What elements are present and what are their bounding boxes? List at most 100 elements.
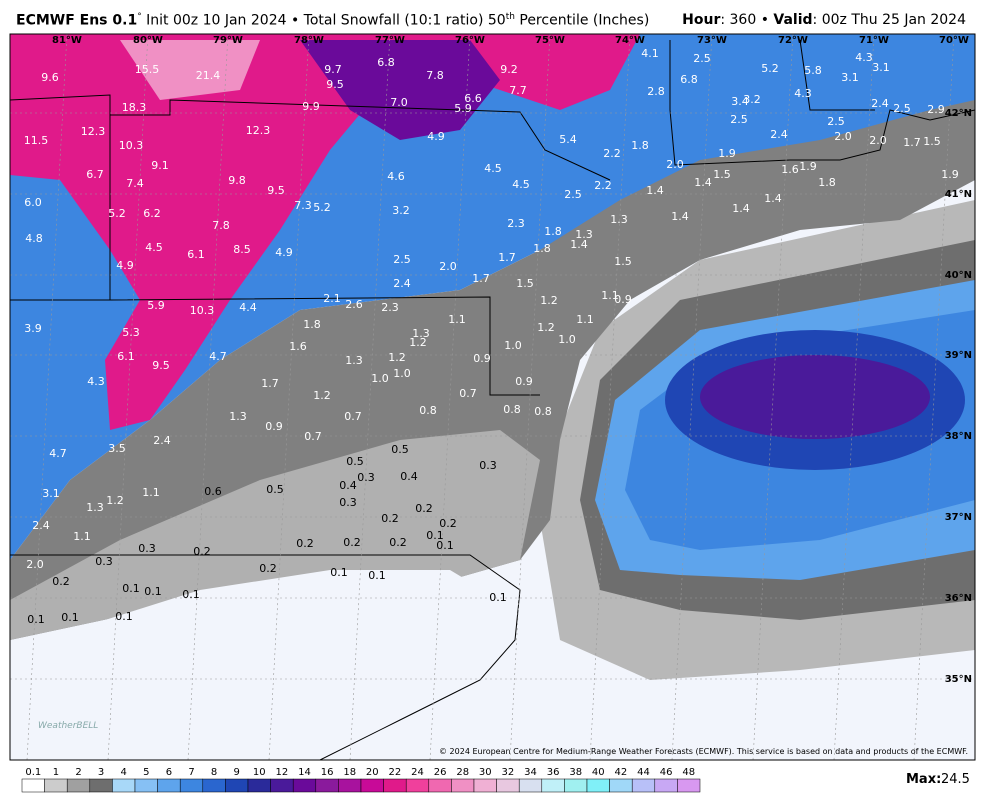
state-borders <box>10 39 975 760</box>
snow-label: 1.1 <box>73 530 91 543</box>
snow-label: 0.1 <box>182 588 200 601</box>
lat-label: 39°N <box>945 350 972 361</box>
snow-label: 4.5 <box>512 178 530 191</box>
snow-label: 6.2 <box>143 207 161 220</box>
snow-label: 3.4 <box>731 95 749 108</box>
snow-label: 0.1 <box>426 529 444 542</box>
border <box>10 554 521 760</box>
snow-label: 6.6 <box>464 92 482 105</box>
snow-label: 1.0 <box>393 367 411 380</box>
meridian <box>671 34 713 760</box>
lat-label: 35°N <box>945 674 972 685</box>
colorbar-tick: 34 <box>524 767 537 778</box>
snow-label: 4.1 <box>641 47 659 60</box>
snow-label: 2.5 <box>893 102 911 115</box>
meridian <box>26 34 68 760</box>
snow-label: 6.0 <box>24 196 42 209</box>
snow-label: 0.1 <box>115 610 133 623</box>
colorbar-swatch <box>270 778 294 793</box>
meridian <box>509 34 551 760</box>
white-field <box>10 570 500 760</box>
snow-label: 1.3 <box>229 410 247 423</box>
max-value: 24.5 <box>941 772 970 787</box>
colorbar-tick: 22 <box>389 767 402 778</box>
snow-label: 1.4 <box>764 192 782 205</box>
colorbar-swatch <box>677 778 701 793</box>
snow-label: 1.7 <box>472 272 490 285</box>
snow-label: 0.4 <box>339 479 357 492</box>
snow-label: 9.9 <box>302 100 320 113</box>
snow-label: 2.0 <box>666 158 684 171</box>
snow-label: 5.9 <box>454 102 472 115</box>
snow-label: 1.5 <box>516 277 534 290</box>
snow-label: 0.9 <box>515 375 533 388</box>
snow-label: 1.2 <box>388 351 406 364</box>
snow-label: 0.2 <box>296 537 314 550</box>
valid-label: Valid <box>773 12 813 28</box>
snow-label: 0.7 <box>459 387 477 400</box>
lon-label: 79°W <box>213 35 243 46</box>
map-frame <box>9 33 976 761</box>
snow-label: 7.3 <box>294 199 312 212</box>
snow-label: 1.9 <box>941 168 959 181</box>
snow-label: 3.9 <box>24 322 42 335</box>
colorbar-tick: 4 <box>121 767 127 778</box>
snow-label: 2.0 <box>834 130 852 143</box>
snow-label: 1.8 <box>303 318 321 331</box>
snow-label: 15.5 <box>135 63 160 76</box>
lat-label: 36°N <box>945 593 972 604</box>
snow-label: 0.3 <box>138 542 156 555</box>
snow-label: 1.9 <box>799 160 817 173</box>
colorbar-tick: 28 <box>456 767 469 778</box>
snow-label: 0.2 <box>52 575 70 588</box>
snow-label: 2.1 <box>323 292 341 305</box>
graticule <box>10 34 975 760</box>
colorbar-tick: 38 <box>569 767 582 778</box>
snow-label: 2.3 <box>507 217 525 230</box>
snow-label: 1.5 <box>923 135 941 148</box>
colorbar-tick: 0.1 <box>25 767 41 778</box>
snow-label: 6.1 <box>117 350 135 363</box>
snow-label: 0.5 <box>391 443 409 456</box>
colorbar-tick: 40 <box>592 767 605 778</box>
colorbar-swatch <box>631 778 656 793</box>
border <box>110 99 611 181</box>
snow-label: 2.0 <box>869 134 887 147</box>
snow-label: 0.1 <box>368 569 386 582</box>
snow-label: 2.4 <box>153 434 171 447</box>
snow-label: 1.1 <box>576 313 594 326</box>
snow-label: 2.0 <box>439 260 457 273</box>
colorbar-swatch <box>518 778 543 793</box>
colorbar-tick: 7 <box>188 767 194 778</box>
hour-value: : 360 • <box>720 12 774 28</box>
colorbar-tick: 30 <box>479 767 492 778</box>
snow-label: 6.8 <box>377 56 395 69</box>
snow-label: 4.3 <box>87 375 105 388</box>
snow-label: 0.5 <box>346 455 364 468</box>
snow-label: 2.4 <box>32 519 50 532</box>
colorbar-tick: 24 <box>411 767 424 778</box>
snow-label: 0.6 <box>204 485 222 498</box>
colorbar-tick: 1 <box>53 767 59 778</box>
snow-label: 12.3 <box>246 124 271 137</box>
gray-light-land <box>10 430 540 640</box>
snow-label: 2.5 <box>827 115 845 128</box>
lon-label: 81°W <box>52 35 82 46</box>
snow-label: 12.3 <box>81 125 106 138</box>
snow-label: 0.2 <box>389 536 407 549</box>
snow-label: 0.2 <box>259 562 277 575</box>
snow-label: 4.3 <box>794 87 812 100</box>
snow-label: 0.8 <box>534 405 552 418</box>
lon-label: 75°W <box>535 35 565 46</box>
colorbar-swatch <box>541 778 565 793</box>
meridian <box>833 34 875 760</box>
border <box>669 39 875 111</box>
snow-label: 2.4 <box>871 97 889 110</box>
snow-label: 0.2 <box>415 502 433 515</box>
snow-label: 2.5 <box>730 113 748 126</box>
snow-label: 9.5 <box>267 184 285 197</box>
snow-label: 1.0 <box>558 333 576 346</box>
snow-label: 4.4 <box>239 301 257 314</box>
